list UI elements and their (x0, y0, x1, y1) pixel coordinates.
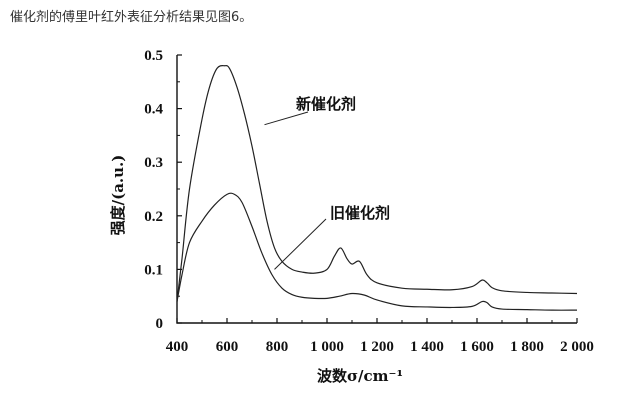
x-tick-label: 600 (216, 339, 239, 355)
x-axis-label: 波数σ/cm⁻¹ (317, 367, 403, 385)
y-tick-label: 0.4 (144, 102, 163, 118)
x-tick-label: 2 000 (560, 339, 594, 355)
y-tick-label: 0 (156, 316, 164, 332)
chart-ticks: 400 600 800 1 000 1 200 1 400 1 600 1 800 2 000 0… (144, 48, 594, 355)
x-tick-label: 1 600 (460, 339, 494, 355)
x-tick-label: 1 400 (410, 339, 444, 355)
intro-caption: 催化剂的傅里叶红外表征分析结果见图6。 (10, 10, 253, 25)
annotation-label: 旧催化剂 (330, 204, 390, 222)
annotation-label: 新催化剂 (296, 95, 356, 113)
x-tick-label: 1 000 (310, 339, 344, 355)
annotation-leader-line (264, 111, 309, 126)
y-tick-label: 0.2 (144, 209, 163, 225)
y-tick-label: 0.1 (144, 262, 163, 278)
series-line-old-catalyst (176, 192, 578, 311)
y-axis-label: 强度/(a.u.) (109, 155, 127, 236)
y-tick-label: 0.3 (144, 155, 163, 171)
x-tick-label: 800 (266, 339, 289, 355)
series-line-new-catalyst (176, 65, 578, 302)
x-tick-label: 400 (166, 339, 189, 355)
chart-series (176, 65, 578, 311)
annotation-leader-line (274, 218, 327, 270)
x-tick-label: 1 200 (360, 339, 394, 355)
x-tick-label: 1 800 (510, 339, 544, 355)
y-tick-label: 0.5 (144, 48, 163, 64)
